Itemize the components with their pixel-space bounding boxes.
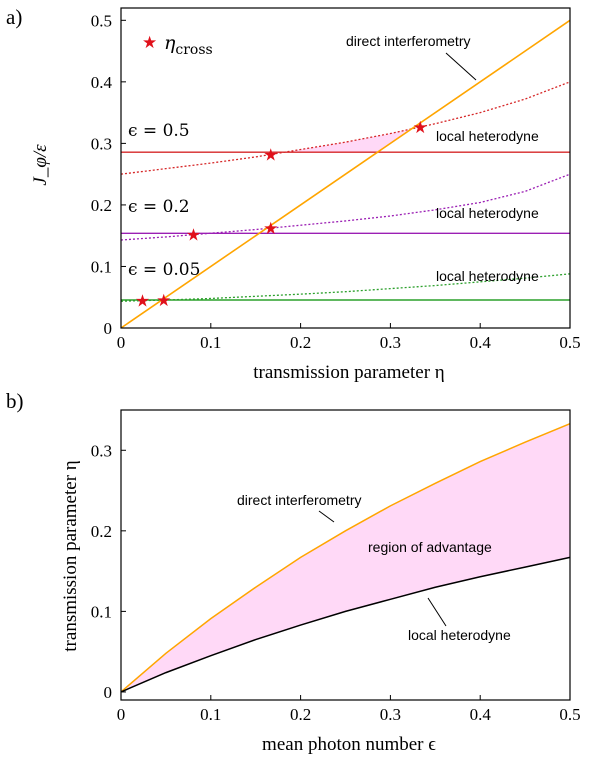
crossing-markers: ★ ★ ★ ★ ★ ★ xyxy=(135,118,428,311)
y-tick-label: 0.4 xyxy=(91,73,113,92)
plot-frame xyxy=(120,409,571,701)
y-axis-label: J_φ/ε xyxy=(30,144,51,186)
x-axis-label: transmission parameter η xyxy=(253,362,444,383)
axis-ticks: 0 0.1 0.2 0.3 0.4 0.5 0 0.1 0.2 0.3 xyxy=(91,441,581,724)
region-of-advantage-area xyxy=(121,423,570,692)
epsilon-label-0-2: ϵ = 0.2 xyxy=(128,197,190,217)
x-tick-label: 0.4 xyxy=(470,333,492,352)
direct-interferometry-curve xyxy=(120,423,571,693)
y-tick-label: 0.2 xyxy=(91,522,112,541)
local-heterodyne-curve xyxy=(120,556,571,693)
advantage-region-0-5 xyxy=(270,122,421,155)
panel-a: a) 0 0.1 0.2 0.3 0.4 0.500.10.20.30.40.5 ★★★ ★… xyxy=(6,5,581,383)
y-tick-label: 0 xyxy=(104,319,113,338)
direct-interferometry-label: direct interferometry xyxy=(237,492,361,508)
epsilon-label-0-05: ϵ = 0.05 xyxy=(128,260,200,280)
y-tick-label: 0.1 xyxy=(91,602,112,621)
x-tick-label: 0.5 xyxy=(559,705,580,724)
local-heterodyne-label: local heterodyne xyxy=(408,627,511,643)
crossing-star-marker: ★ xyxy=(156,291,171,310)
x-tick-label: 0.2 xyxy=(290,705,311,724)
y-tick-label: 0.3 xyxy=(91,441,112,460)
region-shading xyxy=(270,122,421,155)
panel-b-label: b) xyxy=(6,389,24,413)
x-tick-label: 0.3 xyxy=(380,705,401,724)
direct-interferometry-label: direct interferometry xyxy=(346,33,470,49)
y-tick-label: 0.2 xyxy=(91,196,112,215)
panel-b: b) 0 0.1 0.2 0.3 0.4 0.5 0 0.1 0.2 0.3 direct int… xyxy=(6,389,581,755)
dotted-curve-0-2 xyxy=(120,173,571,241)
y-tick-label: 0.5 xyxy=(91,11,112,30)
x-tick-label: 0.2 xyxy=(290,333,311,352)
x-tick-label: 0 xyxy=(117,333,126,352)
direct-interferometry-line xyxy=(120,19,571,329)
local-heterodyne-label-0-05: local heterodyne xyxy=(436,268,539,284)
x-tick-label: 0 xyxy=(117,705,126,724)
legend-eta: η xyxy=(164,32,176,54)
axis-ticks: 0 0.1 0.2 0.3 0.4 0.5 0 0.1 0.2 0.3 0.4 0.5 xyxy=(91,11,581,352)
x-tick-label: 0.5 xyxy=(559,333,580,352)
x-tick-label: 0.1 xyxy=(200,333,221,352)
x-tick-label: 0.4 xyxy=(470,705,492,724)
local-heterodyne-label-0-2: local heterodyne xyxy=(436,205,539,221)
direct-interferometry-pointer xyxy=(318,510,335,523)
legend-star-marker: ★ xyxy=(142,33,157,52)
x-tick-label: 0.1 xyxy=(200,705,221,724)
panel-a-label: a) xyxy=(6,5,22,29)
legend-label: ηcross xyxy=(164,32,213,58)
y-tick-label: 0.1 xyxy=(91,257,112,276)
y-axis-label: transmission parameter η xyxy=(60,460,81,651)
legend-subscript: cross xyxy=(175,42,212,58)
crossing-star-marker: ★ xyxy=(263,145,278,164)
dotted-curve-0-05 xyxy=(120,273,571,302)
crossing-star-marker: ★ xyxy=(263,219,278,238)
y-tick-label: 0.3 xyxy=(91,134,112,153)
crossing-star-marker: ★ xyxy=(135,292,150,311)
crossing-star-marker: ★ xyxy=(186,226,201,245)
dotted-curve-0-5 xyxy=(120,81,571,175)
y-tick-label: 0 xyxy=(104,683,113,702)
x-axis-label: mean photon number ϵ xyxy=(262,734,436,755)
crossing-star-marker: ★ xyxy=(413,118,428,137)
local-heterodyne-label-0-5: local heterodyne xyxy=(436,128,539,144)
x-tick-label: 0.3 xyxy=(380,333,401,352)
region-of-advantage-shading xyxy=(121,423,570,692)
local-heterodyne-pointer xyxy=(427,597,447,627)
plot-frame xyxy=(120,7,571,329)
direct-interferometry-pointer xyxy=(445,52,477,81)
epsilon-label-0-5: ϵ = 0.5 xyxy=(128,121,190,141)
plot-lines xyxy=(120,19,571,329)
plot-lines xyxy=(120,423,571,693)
region-label: region of advantage xyxy=(368,539,492,555)
